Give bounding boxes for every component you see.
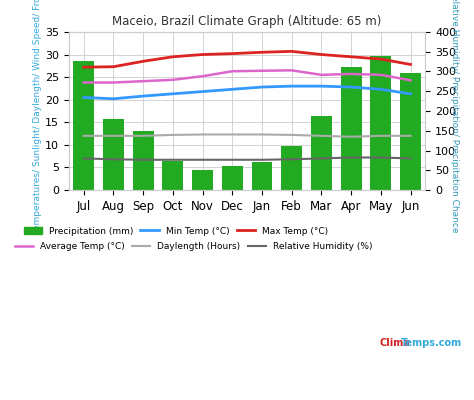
Bar xyxy=(133,131,154,190)
Y-axis label: Temperatures/ Sunlight/ Daylength/ Wind Speed/ Frost: Temperatures/ Sunlight/ Daylength/ Wind … xyxy=(33,0,42,234)
Text: Clima: Clima xyxy=(379,338,410,348)
Bar xyxy=(281,146,302,190)
Legend: Average Temp (°C), Daylength (Hours), Relative Humidity (%): Average Temp (°C), Daylength (Hours), Re… xyxy=(11,239,376,255)
Bar xyxy=(311,116,332,190)
Bar xyxy=(192,170,213,190)
Y-axis label: Relative Humidity/ Precipitation/ Precipitation Chance: Relative Humidity/ Precipitation/ Precip… xyxy=(450,0,459,233)
Bar xyxy=(222,166,243,190)
Bar xyxy=(400,72,421,190)
Bar xyxy=(252,162,273,190)
Title: Maceio, Brazil Climate Graph (Altitude: 65 m): Maceio, Brazil Climate Graph (Altitude: … xyxy=(112,15,382,28)
Text: Temps.com: Temps.com xyxy=(401,338,462,348)
Bar xyxy=(163,161,183,190)
Bar xyxy=(341,67,362,190)
Bar xyxy=(73,61,94,190)
Bar xyxy=(103,119,124,190)
Bar xyxy=(370,56,391,190)
